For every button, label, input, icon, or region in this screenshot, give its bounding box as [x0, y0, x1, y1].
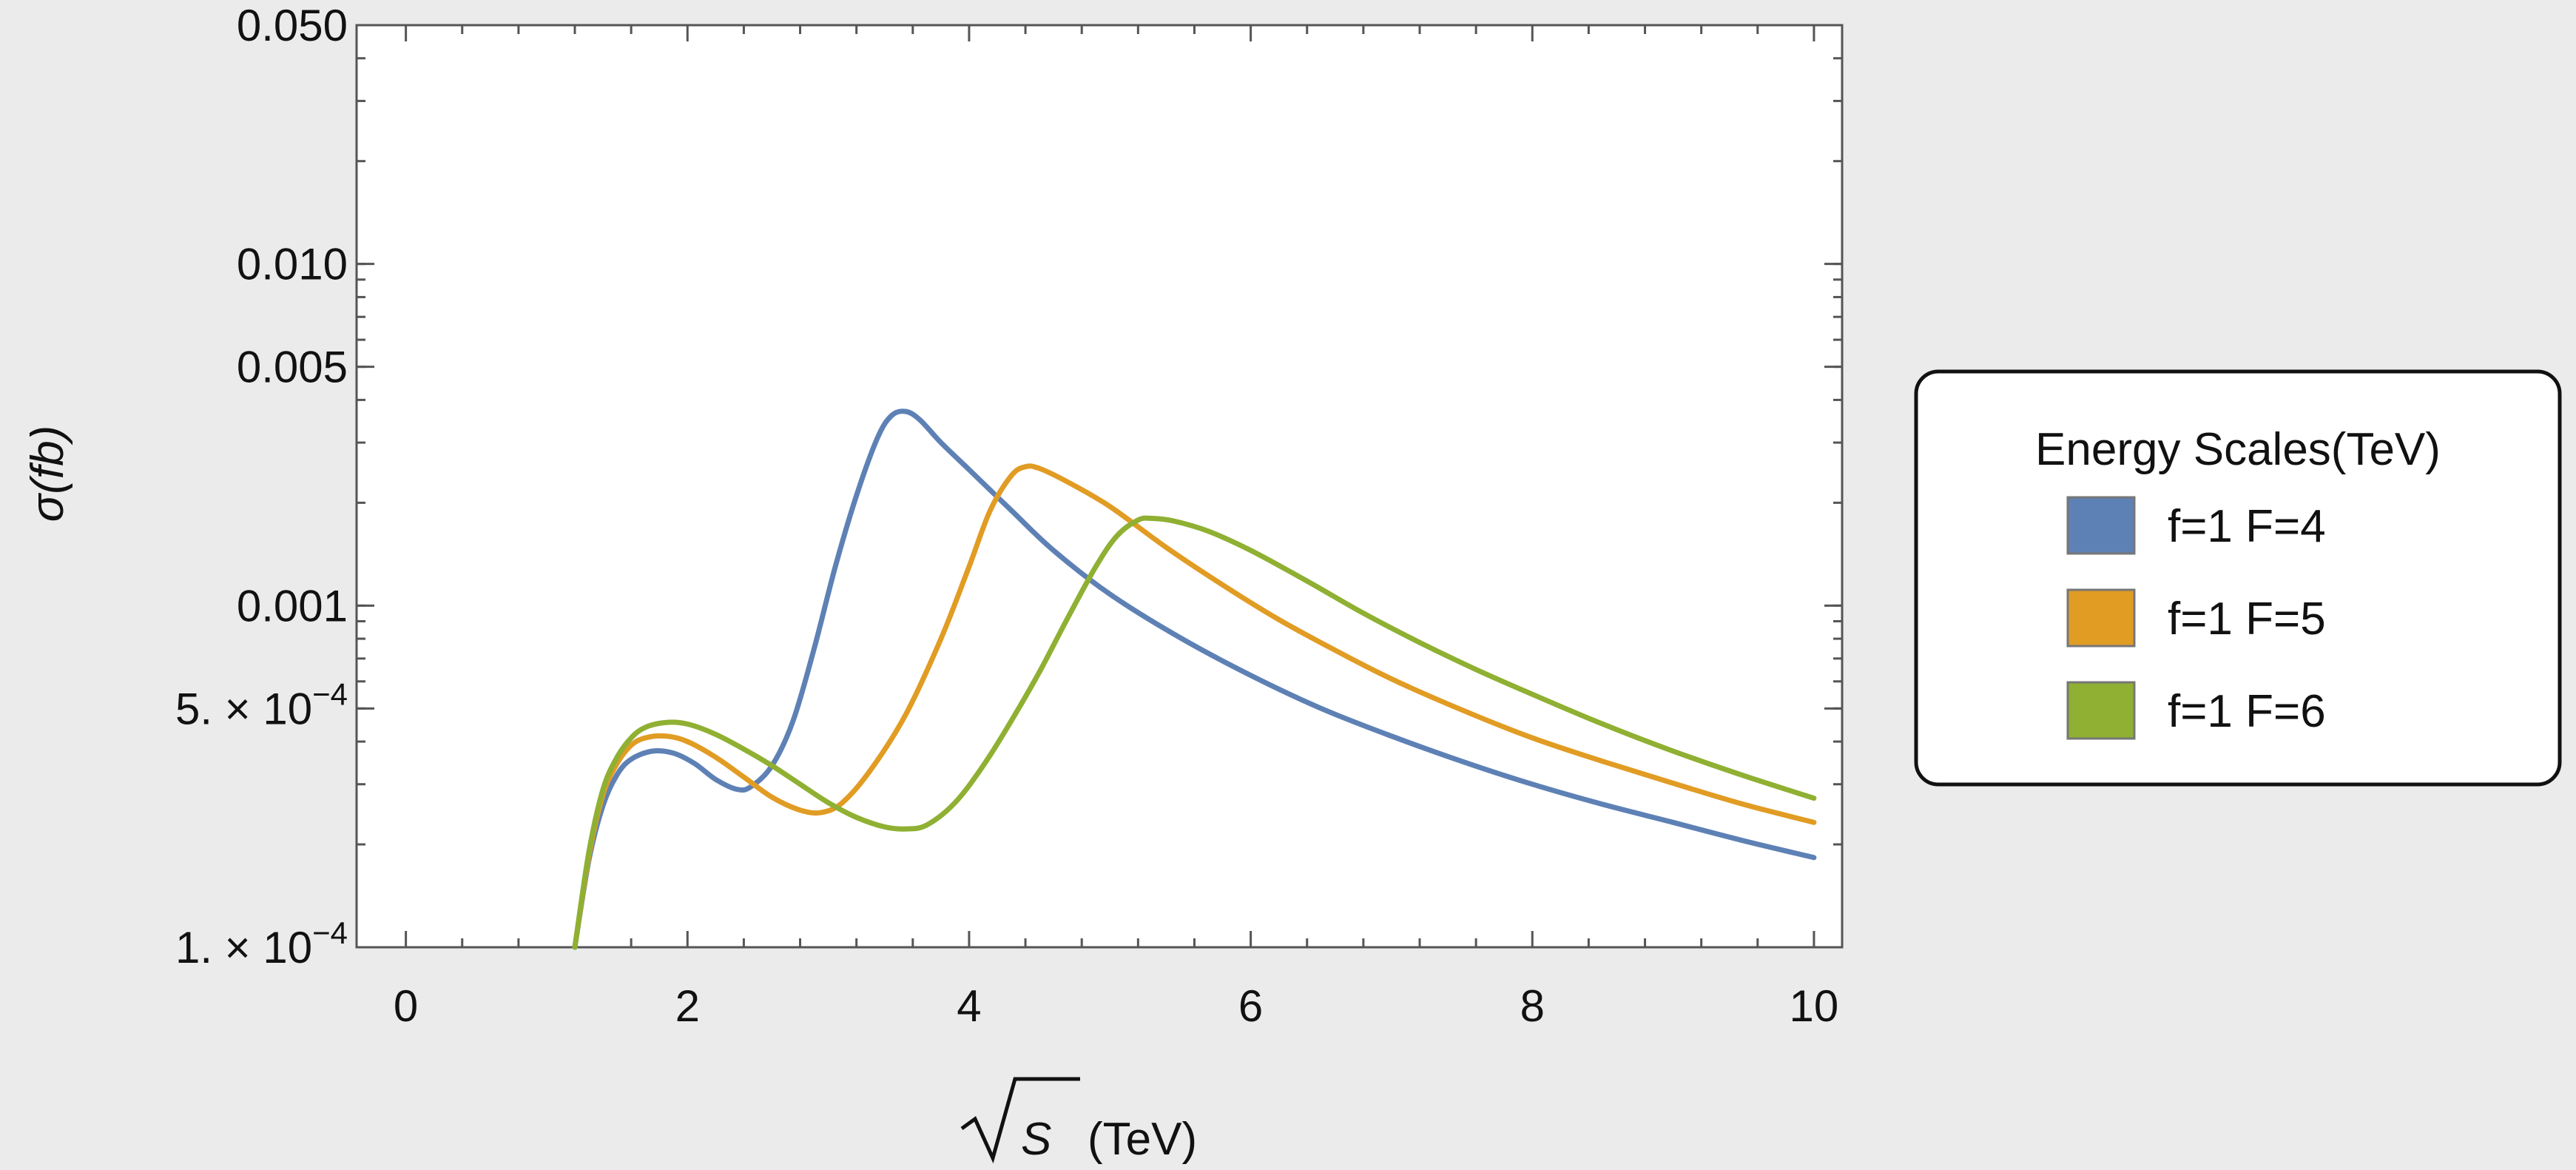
x-axis-title: S (TeV)	[960, 1077, 1197, 1165]
y-tick-label: 5. × 10−4	[175, 676, 348, 733]
y-tick-label: 0.005	[237, 343, 348, 392]
x-tick-label: 10	[1790, 981, 1839, 1031]
series-line-2	[572, 463, 1817, 950]
x-tick-label: 2	[675, 981, 700, 1031]
y-tick-exponent: −4	[312, 915, 348, 950]
y-tick-label: 0.050	[237, 1, 348, 50]
legend-swatch-3	[2066, 681, 2136, 740]
x-axis-symbol: S	[1021, 1114, 1051, 1165]
series-line-1	[572, 409, 1817, 950]
legend: Energy Scales(TeV) f=1 F=4 f=1 F=5 f=1 F=6	[1914, 369, 2562, 787]
legend-label-3: f=1 F=6	[2168, 686, 2326, 737]
series-line-3	[572, 515, 1817, 950]
x-tick-label: 6	[1238, 981, 1263, 1031]
legend-label-1: f=1 F=4	[2168, 501, 2326, 552]
x-tick-label: 4	[957, 981, 981, 1031]
y-tick-label: 0.001	[237, 581, 348, 631]
legend-swatch-2	[2066, 588, 2136, 648]
y-tick-label: 1. × 10−4	[175, 915, 348, 972]
series-lines	[572, 409, 1817, 950]
legend-label-2: f=1 F=5	[2168, 594, 2326, 645]
y-tick-mantissa: 5. × 10	[175, 684, 312, 733]
y-tick-exponent: −4	[312, 676, 348, 711]
x-ticks: 0 2 4 6 8 10	[394, 25, 1838, 1031]
legend-title: Energy Scales(TeV)	[2035, 424, 2441, 475]
y-tick-mantissa: 1. × 10	[175, 923, 312, 972]
x-tick-label: 0	[394, 981, 418, 1031]
legend-items: f=1 F=4 f=1 F=5 f=1 F=6	[2066, 496, 2326, 740]
y-axis-label: σ(fb)	[22, 426, 73, 522]
sqrt-sign-icon	[960, 1077, 1080, 1164]
y-tick-label: 0.010	[237, 240, 348, 289]
x-tick-label: 8	[1520, 981, 1545, 1031]
x-axis-label: (TeV)	[1088, 1114, 1197, 1165]
legend-swatch-1	[2066, 496, 2136, 555]
